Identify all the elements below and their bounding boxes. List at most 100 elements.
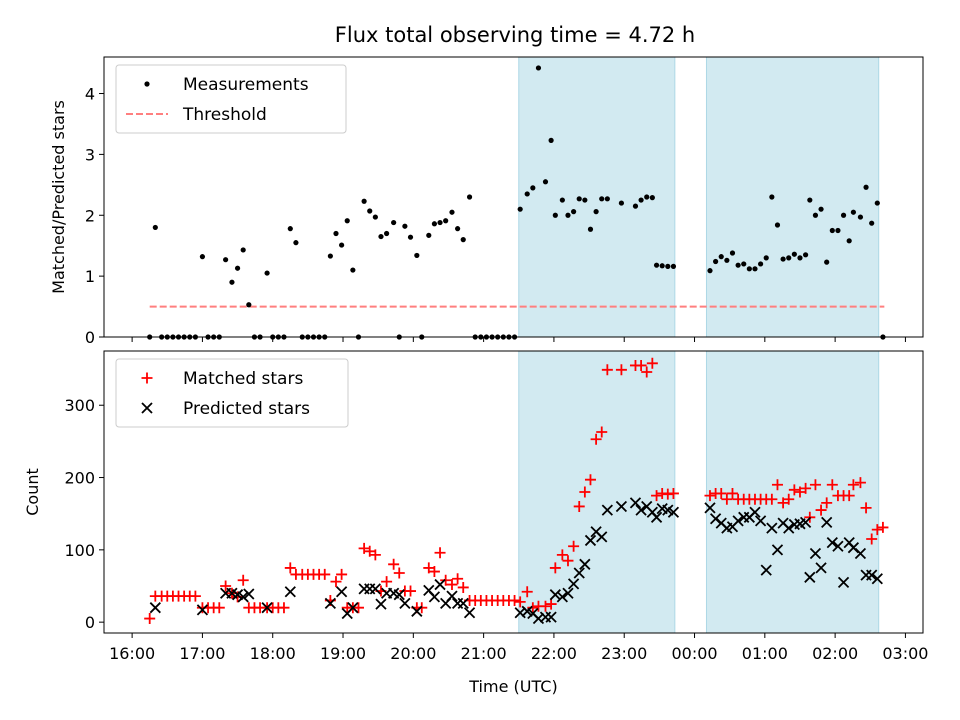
measurement-point <box>729 250 736 256</box>
predicted-star-point <box>854 547 867 560</box>
ratio-panel-legend-box <box>115 64 347 134</box>
count-panel-y-label: Count <box>23 468 42 516</box>
matched-star-point <box>788 484 800 496</box>
matched-star-point <box>866 533 878 545</box>
matched-star-point <box>405 585 417 597</box>
measurement-point <box>812 212 819 218</box>
predicted-star-point <box>369 583 381 595</box>
measurement-point <box>863 184 869 190</box>
matched-star-point <box>573 500 585 512</box>
matched-star-point <box>446 579 458 591</box>
count-panel: 16:00 17:00 18:00 19:00 20:00 21:00 22:00 23:00… <box>23 350 928 696</box>
predicted-star-point <box>871 573 883 585</box>
measurement-point <box>443 218 449 224</box>
ratio-y-tick-label: 1 <box>85 267 95 286</box>
predicted-star-point <box>284 586 296 598</box>
x-tick-label: 23:00 <box>601 644 647 663</box>
predicted-star-point <box>754 515 767 527</box>
measurement-point <box>599 196 605 202</box>
x-tick-label: 00:00 <box>671 644 717 663</box>
measurement-point <box>824 259 830 265</box>
ratio-y-tick-label: 3 <box>85 145 95 164</box>
predicted-star-point <box>434 578 446 591</box>
measurement-point <box>746 266 752 272</box>
measurement-point <box>763 255 769 261</box>
matched-star-point <box>646 357 658 369</box>
measurement-point <box>835 227 841 234</box>
matched-star-point <box>393 567 405 579</box>
matched-star-point <box>726 487 738 499</box>
measurement-point <box>437 219 443 226</box>
matched-star-point <box>601 364 613 376</box>
matched-star-point <box>369 549 381 561</box>
measurement-point <box>223 257 229 263</box>
measurement-point <box>707 268 713 274</box>
measurement-point <box>780 256 786 262</box>
measurement-point <box>361 198 367 204</box>
x-tick-label: 16:00 <box>109 644 155 663</box>
predicted-star-point <box>446 590 458 602</box>
x-tick-label: 19:00 <box>320 644 366 663</box>
matched-star-point <box>641 366 653 378</box>
measurement-point <box>718 254 724 260</box>
measurement-point <box>665 263 671 269</box>
measurement-point <box>797 255 803 261</box>
measurement-point <box>593 209 599 215</box>
matched-star-point <box>635 359 647 371</box>
matched-star-point <box>220 580 232 592</box>
matched-star-point <box>388 558 400 570</box>
matched-star-point <box>843 490 855 502</box>
matched-star-point <box>514 596 526 608</box>
predicted-star-point <box>809 547 822 560</box>
measurement-point <box>846 238 852 244</box>
predicted-star-point <box>821 516 833 529</box>
measurement-point <box>199 254 206 260</box>
predicted-star-point <box>393 589 405 601</box>
predicted-star-point <box>196 604 209 616</box>
measurement-point <box>618 200 625 206</box>
measurement-point <box>869 220 875 226</box>
matched-star-point <box>521 586 533 598</box>
predicted-star-point <box>457 597 469 609</box>
predicted-star-point <box>562 587 574 599</box>
matched-star-point <box>336 568 348 580</box>
measurement-point <box>769 194 775 200</box>
predicted-star-point <box>324 597 337 609</box>
measurement-point <box>571 209 577 215</box>
legend-matched-marker <box>141 372 153 384</box>
measurement-point <box>524 191 530 197</box>
measurement-point <box>786 255 792 261</box>
predicted-star-point <box>261 602 273 614</box>
legend-matched-label: Matched stars <box>183 369 303 389</box>
measurement-point <box>565 212 571 218</box>
predicted-star-point <box>760 564 772 576</box>
measurement-point <box>264 270 270 276</box>
matched-star-point <box>800 482 812 494</box>
measurement-point <box>850 209 857 215</box>
ratio-y-tick-label: 2 <box>85 206 95 225</box>
measurement-point <box>455 226 461 232</box>
matched-star-point <box>794 486 806 498</box>
predicted-star-point <box>549 589 561 601</box>
legend-measurements-label: Measurements <box>183 75 309 95</box>
matched-star-point <box>428 566 440 578</box>
matched-star-point <box>579 486 591 498</box>
measurement-point <box>530 185 536 191</box>
count-shaded-interval-1 <box>518 350 676 634</box>
predicted-star-point <box>667 506 680 518</box>
measurement-point <box>449 209 455 215</box>
predicted-star-point <box>704 502 716 514</box>
predicted-star-point <box>635 504 647 516</box>
predicted-star-point <box>428 591 441 603</box>
measurement-point <box>874 200 880 206</box>
count-panel-legend: Matched stars Predicted stars <box>115 358 349 428</box>
measurement-point <box>391 219 397 226</box>
predicted-star-point <box>463 607 476 619</box>
matched-star-point <box>509 594 521 606</box>
matched-star-point <box>721 493 733 505</box>
measurement-point <box>517 206 523 212</box>
predicted-star-point <box>837 576 850 589</box>
measurement-point <box>582 197 588 203</box>
count-panel-legend-box <box>115 358 349 428</box>
matched-star-point <box>358 542 370 554</box>
